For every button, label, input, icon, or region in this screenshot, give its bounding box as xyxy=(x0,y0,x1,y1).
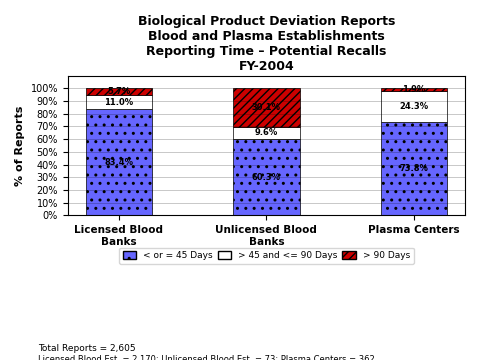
Title: Biological Product Deviation Reports
Blood and Plasma Establishments
Reporting T: Biological Product Deviation Reports Blo… xyxy=(138,15,395,73)
Text: 11.0%: 11.0% xyxy=(105,98,133,107)
Bar xyxy=(233,88,300,126)
Text: Total Reports = 2,605: Total Reports = 2,605 xyxy=(38,344,136,353)
Bar xyxy=(233,126,300,139)
Text: 30.1%: 30.1% xyxy=(252,103,281,112)
Bar xyxy=(381,122,447,215)
Text: 83.4%: 83.4% xyxy=(105,158,133,167)
Bar xyxy=(381,88,447,91)
Legend: < or = 45 Days, > 45 and <= 90 Days, > 90 Days: < or = 45 Days, > 45 and <= 90 Days, > 9… xyxy=(119,248,414,264)
Text: 1.9%: 1.9% xyxy=(402,85,425,94)
Y-axis label: % of Reports: % of Reports xyxy=(15,105,25,186)
Bar xyxy=(86,88,152,95)
Bar xyxy=(381,91,447,122)
Text: 5.7%: 5.7% xyxy=(108,87,131,96)
Text: Licensed Blood Est. = 2,170; Unlicensed Blood Est. = 73; Plasma Centers = 362: Licensed Blood Est. = 2,170; Unlicensed … xyxy=(38,355,375,360)
Bar xyxy=(86,95,152,109)
Text: 24.3%: 24.3% xyxy=(399,102,428,111)
Text: 73.8%: 73.8% xyxy=(399,164,428,173)
Text: 9.6%: 9.6% xyxy=(255,128,278,137)
Text: 60.3%: 60.3% xyxy=(252,172,281,181)
Bar xyxy=(233,139,300,215)
Bar xyxy=(86,109,152,215)
